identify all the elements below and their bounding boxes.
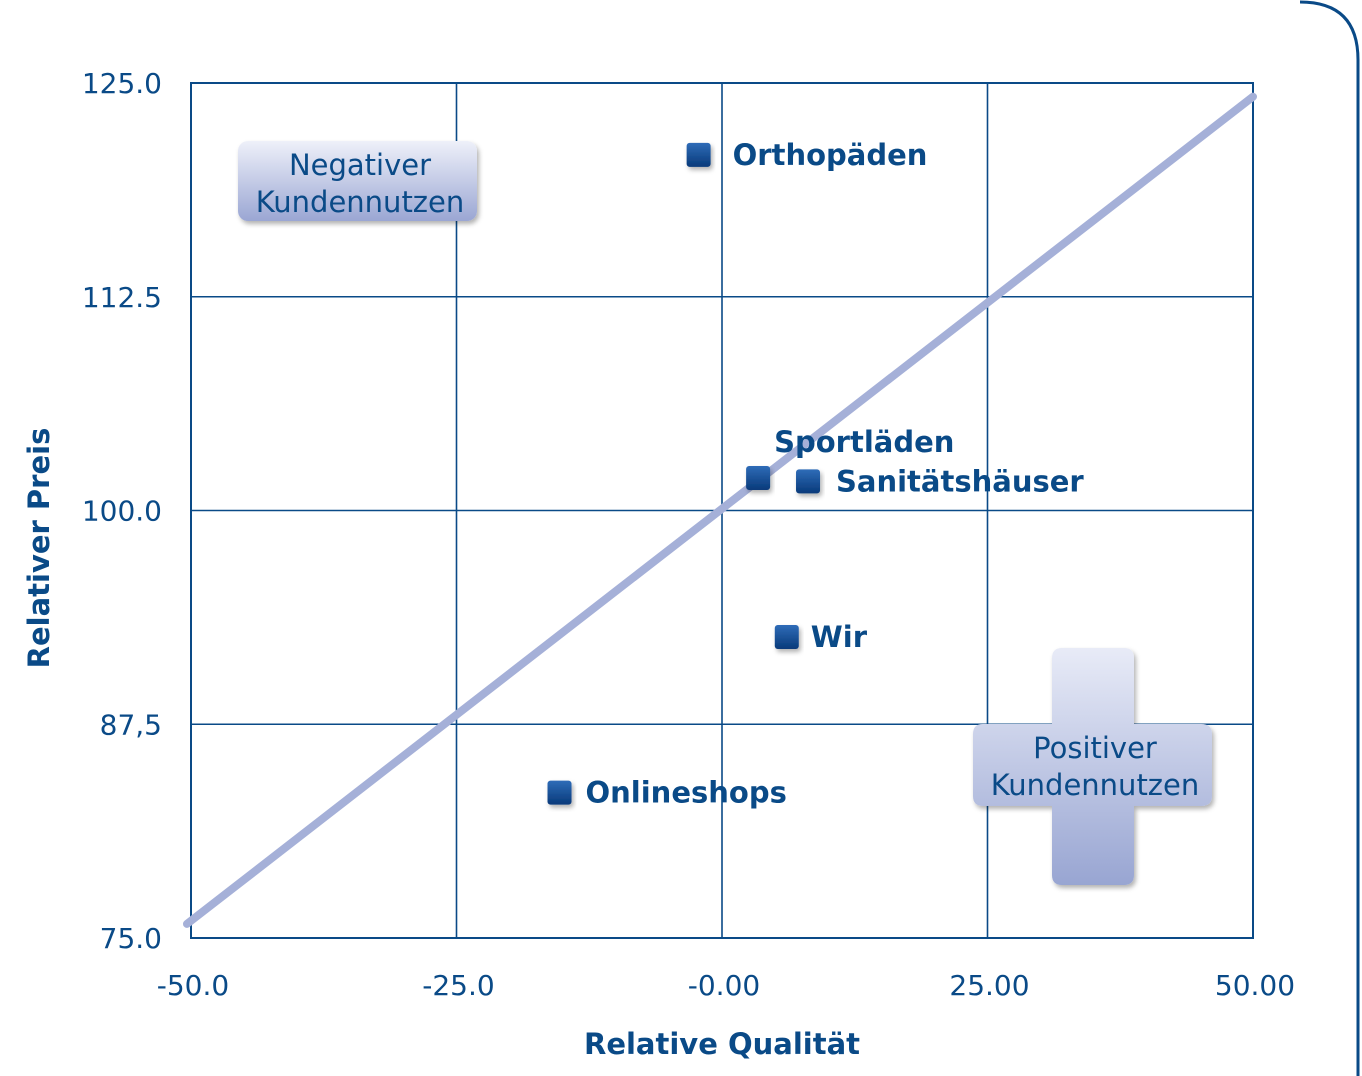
point-marker <box>774 625 799 650</box>
point-label: Sanitätshäuser <box>836 464 1084 498</box>
x-axis-ticks: -50.0 -25.0 -0.00 25.00 50.00 <box>157 969 1295 1002</box>
positive-callout-line-1: Kundennutzen <box>991 768 1200 802</box>
negative-callout-line-0: Negativer <box>289 148 431 182</box>
point-marker <box>686 142 711 167</box>
diagonal-reference-line <box>183 92 1257 928</box>
data-points: Orthopäden Sportläden Sanitätshäuser Wir Onl… <box>547 138 1084 810</box>
point-sanittshuser: Sanitätshäuser <box>796 464 1084 498</box>
positive-callout-line-0: Positiver <box>1033 731 1157 765</box>
x-tick-label: 50.00 <box>1215 969 1295 1002</box>
y-axis-label: Relativer Preis <box>22 428 56 669</box>
point-marker <box>746 466 771 491</box>
positive-callout-cross <box>973 648 1212 885</box>
y-tick-label: 75.0 <box>100 922 162 955</box>
x-tick-label: -50.0 <box>157 969 229 1002</box>
grid-lines <box>190 82 1254 939</box>
point-marker <box>796 469 821 494</box>
callouts: NegativerKundennutzenPositiverKundennutz… <box>238 141 1212 885</box>
point-sportlden: Sportläden <box>746 425 954 491</box>
point-wir: Wir <box>774 620 868 654</box>
x-axis-label: Relative Qualität <box>584 1027 860 1061</box>
negative-callout-line-1: Kundennutzen <box>256 185 465 219</box>
y-tick-label: 112.5 <box>82 281 162 314</box>
point-label: Wir <box>811 620 868 654</box>
point-orthopden: Orthopäden <box>686 138 928 172</box>
negative-callout-box <box>238 141 477 221</box>
y-tick-label: 100.0 <box>82 495 162 528</box>
y-tick-label: 125.0 <box>82 67 162 100</box>
point-label: Onlineshops <box>586 776 787 810</box>
page-border <box>1299 0 1360 1076</box>
y-axis-ticks: 125.0 112.5 100.0 87,5 75.0 <box>82 67 162 955</box>
diagonal-layer <box>183 92 1257 928</box>
x-tick-label: -0.00 <box>688 969 760 1002</box>
point-label: Orthopäden <box>733 138 928 172</box>
y-tick-label: 87,5 <box>100 708 162 741</box>
x-tick-label: 25.00 <box>949 969 1029 1002</box>
x-tick-label: -25.0 <box>422 969 494 1002</box>
point-marker <box>547 780 572 805</box>
point-label: Sportläden <box>774 425 954 459</box>
point-onlineshops: Onlineshops <box>547 776 787 810</box>
